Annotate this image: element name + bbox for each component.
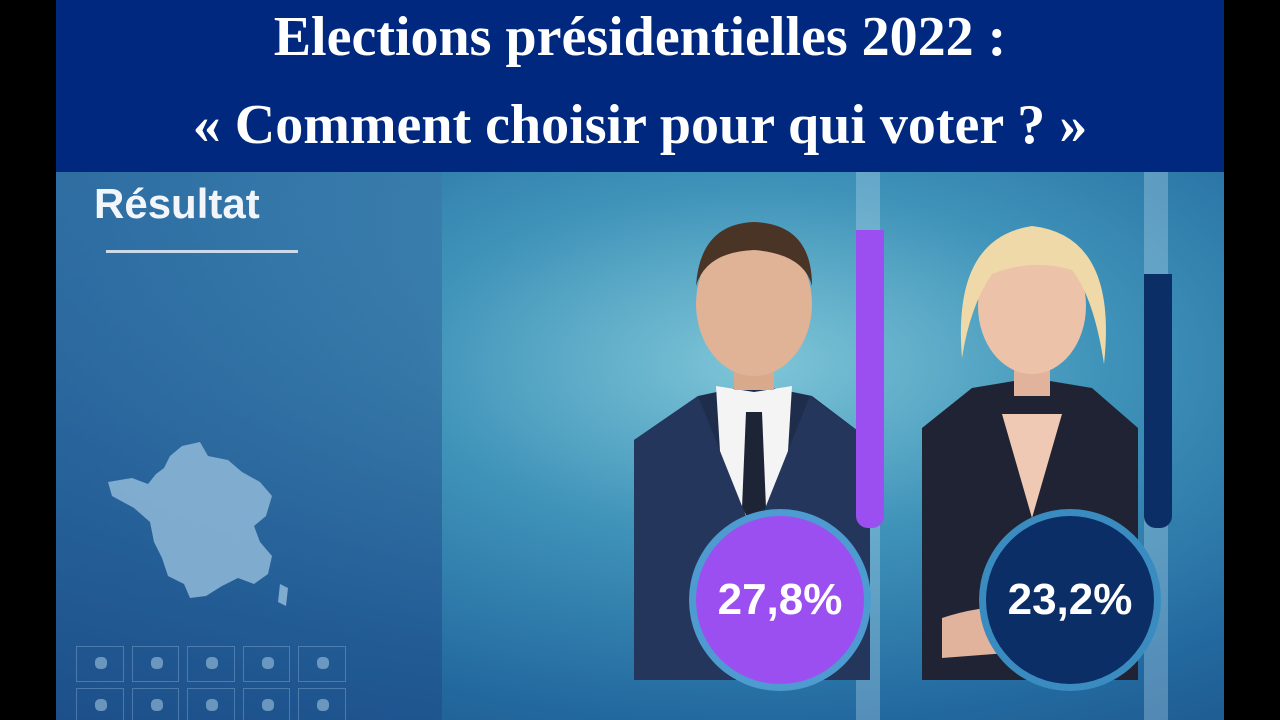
title-line-1: Elections présidentielles 2022 :	[273, 6, 1007, 68]
results-side-panel: Résultat	[56, 172, 442, 720]
title-banner: Elections présidentielles 2022 : « Comme…	[56, 0, 1224, 172]
heading-underline	[106, 250, 298, 253]
tv-results-screen: Résultat	[56, 172, 1224, 720]
overseas-territories-row-1	[76, 646, 346, 682]
territory-map-icon	[131, 688, 180, 720]
candidate-1-bar	[856, 230, 884, 528]
territory-map-icon	[187, 688, 235, 720]
candidate-2-result-badge: 23,2%	[986, 516, 1154, 684]
territory-map-icon	[242, 688, 291, 720]
france-map-icon	[108, 442, 288, 606]
overseas-territories-row-2	[76, 688, 346, 720]
territory-map-icon	[76, 646, 124, 682]
territory-map-icon	[187, 646, 235, 682]
territory-map-icon	[131, 646, 180, 682]
territory-map-icon	[76, 688, 124, 720]
title-line-2: « Comment choisir pour qui voter ? »	[192, 94, 1088, 156]
territory-map-icon	[298, 646, 346, 682]
image-frame: Elections présidentielles 2022 : « Comme…	[56, 0, 1224, 720]
candidate-1-result-badge: 27,8%	[696, 516, 864, 684]
territory-map-icon	[242, 646, 291, 682]
territory-map-icon	[298, 688, 346, 720]
candidate-2-bar	[1144, 274, 1172, 528]
result-heading: Résultat	[94, 180, 260, 227]
